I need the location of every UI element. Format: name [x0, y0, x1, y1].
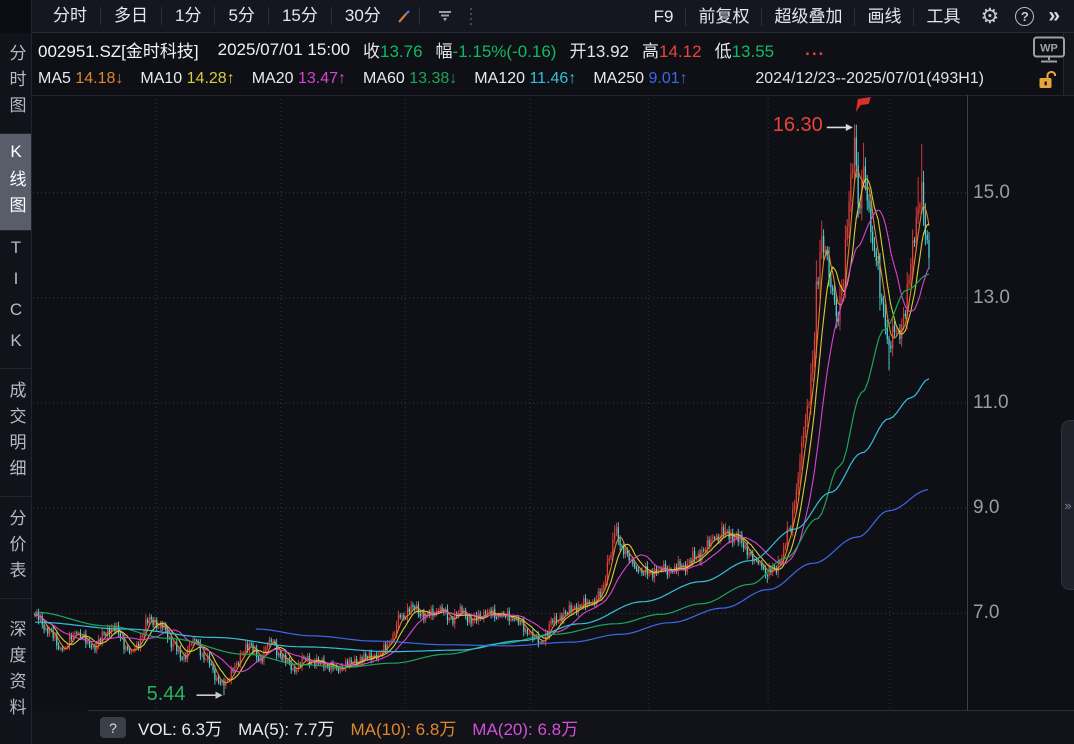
sidebar-item-shendu[interactable]: 深度资料	[6, 619, 26, 724]
tab-duori[interactable]: 多日	[114, 6, 148, 25]
draw-line-button[interactable]: 画线	[867, 6, 902, 26]
divider	[330, 7, 332, 25]
ma60-legend: MA60 13.38↓	[363, 70, 458, 87]
divider	[854, 7, 856, 26]
f9-button[interactable]: F9	[653, 6, 674, 26]
settings-gear-icon[interactable]: ⚙	[980, 4, 1000, 28]
bar-datetime: 2025/07/01 15:00	[217, 39, 350, 59]
divider	[88, 710, 1074, 711]
pen-icon	[397, 9, 410, 23]
svg-text:WP: WP	[1040, 43, 1058, 55]
vol-value: VOL: 6.3万	[138, 720, 223, 739]
high-price-annotation: 16.30	[772, 114, 823, 137]
forward-adjust-button[interactable]: 前复权	[698, 6, 750, 26]
divider	[161, 7, 162, 25]
divider	[100, 7, 101, 25]
y-axis-tick: 13.0	[973, 286, 1010, 308]
divider	[685, 7, 687, 26]
super-overlay-button[interactable]: 超级叠加	[774, 6, 843, 26]
more-periods-icon[interactable]	[469, 7, 472, 25]
change-field: 幅-1.15%(-0.16)	[435, 42, 557, 61]
divider	[761, 7, 763, 26]
kline-chart[interactable]: 15.0 13.0 11.0 9.0 7.0 16.30 5.44 »	[32, 95, 1074, 711]
divider	[913, 7, 915, 26]
period-tabs: 分时 多日 1分 5分 15分 30分	[40, 0, 472, 32]
divider	[214, 7, 216, 25]
toolbar-actions: F9 前复权 超级叠加 画线 工具 ⚙ ? »	[642, 0, 1066, 33]
view-sidebar: 分时图 K线图 TICK 成交明细 分价表 深度资料	[0, 33, 32, 744]
open-field: 开13.92	[569, 42, 630, 61]
sidebar-item-tick[interactable]: TICK	[0, 231, 31, 369]
high-field: 高14.12	[642, 42, 702, 61]
sidebar-item-chengjiaomingxi[interactable]: 成交明细	[0, 369, 31, 497]
sidebar-item-fenjiabiao[interactable]: 分价表	[0, 497, 31, 599]
ma10-legend: MA10 14.28↑	[140, 70, 235, 87]
tab-1min[interactable]: 1分	[175, 6, 202, 25]
quote-info-row: 002951.SZ[金时科技] 2025/07/01 15:00 收13.76 …	[32, 33, 1074, 66]
ma250-legend: MA250 9.01↑	[593, 70, 688, 87]
tab-fenshi[interactable]: 分时	[53, 6, 87, 25]
candlestick-canvas[interactable]	[32, 95, 1074, 711]
sidebar-item-kxiantu[interactable]: K线图	[0, 134, 31, 231]
ma120-legend: MA120 11.46↑	[474, 70, 577, 87]
volume-legend-row: ? VOL: 6.3万 MA(5): 7.7万 MA(10): 6.8万 MA(…	[32, 711, 1074, 744]
tools-button[interactable]: 工具	[926, 6, 961, 26]
low-field: 低13.55	[714, 42, 775, 61]
help-icon[interactable]: ?	[1015, 7, 1035, 26]
divider	[267, 7, 269, 25]
wp-monitor-icon[interactable]: WP	[1032, 36, 1066, 68]
panel-expander-tab[interactable]: »	[1061, 420, 1074, 590]
close-field: 收13.76	[362, 42, 423, 61]
toolbar: 分时 多日 1分 5分 15分 30分 F9 前复	[0, 0, 1074, 33]
unlock-icon[interactable]	[1036, 69, 1058, 96]
more-ellipsis[interactable]: ...	[805, 39, 826, 59]
vol-ma20: MA(20): 6.8万	[472, 720, 579, 739]
ma5-legend: MA5 14.18↓	[38, 70, 124, 87]
tab-30min[interactable]: 30分	[344, 6, 381, 25]
symbol-title: 002951.SZ[金时科技]	[38, 42, 199, 61]
ma20-legend: MA20 13.47↑	[251, 70, 346, 87]
y-axis-tick: 11.0	[973, 392, 1009, 413]
tab-5min[interactable]: 5分	[228, 6, 255, 25]
y-axis-tick: 9.0	[973, 497, 1000, 519]
tab-15min[interactable]: 15分	[281, 6, 318, 25]
ma-legend-row: 2024/12/23--2025/07/01(493H1) MA5 14.18↓…	[32, 66, 1074, 95]
y-axis-tick: 15.0	[973, 181, 1010, 203]
visible-date-range: 2024/12/23--2025/07/01(493H1)	[755, 70, 984, 87]
sidebar-item-fenshitu[interactable]: 分时图	[0, 33, 31, 134]
period-filter-icon[interactable]	[438, 10, 452, 22]
divider	[418, 7, 420, 25]
vol-ma5: MA(5): 7.7万	[238, 720, 335, 739]
low-price-annotation: 5.44	[146, 683, 186, 706]
y-axis-tick: 7.0	[973, 602, 1000, 624]
toolbar-corner	[0, 0, 32, 33]
ma-legend: MA5 14.18↓ MA10 14.28↑ MA20 13.47↑ MA60 …	[38, 70, 688, 88]
volume-help-button[interactable]: ?	[100, 717, 126, 738]
chevrons-right-icon[interactable]: »	[1048, 3, 1060, 27]
vol-ma10: MA(10): 6.8万	[350, 720, 457, 739]
